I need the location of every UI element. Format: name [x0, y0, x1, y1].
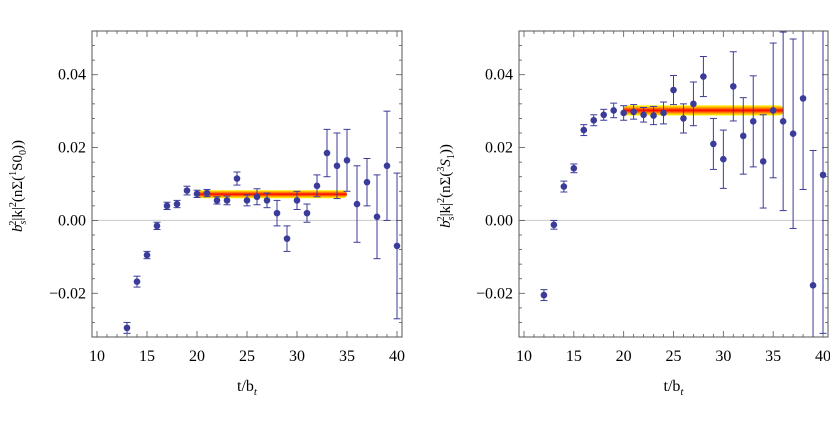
x-tick-label: 40	[815, 348, 830, 365]
data-point	[193, 190, 201, 198]
data-point	[819, 171, 827, 179]
data-point	[610, 107, 617, 114]
data-point	[789, 130, 797, 138]
data-point	[550, 221, 558, 229]
data-point	[363, 178, 371, 186]
x-tick-label: 10	[89, 348, 105, 365]
data-point	[779, 118, 787, 125]
x-tick-label: 40	[389, 348, 405, 365]
data-point	[650, 112, 657, 119]
x-tick-label: 30	[715, 348, 731, 365]
data-point	[283, 235, 291, 242]
data-point	[223, 197, 231, 204]
data-point	[720, 155, 727, 163]
x-tick-label: 30	[289, 348, 305, 365]
x-axis-title: t/bt	[664, 378, 685, 398]
x-tick-label: 25	[239, 348, 255, 365]
x-tick-label: 15	[139, 348, 155, 365]
y-tick-label: 0.04	[58, 67, 86, 84]
data-point	[373, 213, 381, 221]
data-point	[560, 183, 568, 190]
data-point	[353, 200, 361, 208]
data-point	[143, 251, 151, 259]
data-point	[253, 193, 261, 201]
y-tick-label: 0.00	[485, 212, 513, 229]
data-point	[313, 182, 321, 190]
x-tick-label: 35	[765, 348, 781, 365]
data-point	[799, 95, 807, 102]
plot-area	[123, 110, 401, 334]
data-point	[213, 197, 221, 204]
data-point	[700, 73, 707, 80]
data-point	[343, 157, 351, 164]
plot-area	[540, 31, 827, 337]
data-point	[183, 187, 191, 194]
data-point	[293, 197, 301, 204]
data-point	[769, 107, 777, 114]
data-point	[333, 162, 341, 170]
data-point	[600, 111, 608, 119]
data-point	[383, 162, 391, 170]
y-tick-label: 0.04	[485, 67, 513, 84]
x-tick-label: 15	[566, 348, 582, 365]
data-point	[570, 165, 578, 172]
data-point	[710, 140, 717, 148]
left-panel: 10 15 20 25 30 35 40 −0.02 0.00 0.02 0.04 t/bt bs2|k…	[8, 30, 405, 398]
x-axis-title: t/bt	[237, 378, 258, 398]
data-point	[540, 291, 548, 299]
y-axis-title: bs2|k|2(nΣ(3S1))	[436, 144, 457, 228]
data-point	[739, 132, 747, 140]
data-point	[303, 209, 311, 217]
data-point	[809, 281, 817, 289]
y-tick-label: −0.02	[49, 285, 86, 302]
data-point	[163, 202, 171, 210]
data-point	[203, 189, 211, 197]
plot-frame	[91, 30, 403, 338]
y-tick-label: 0.02	[485, 140, 513, 157]
data-point	[690, 100, 697, 108]
data-point	[590, 116, 598, 124]
right-panel: 10 15 20 25 30 35 40 −0.02 0.00 0.02 0.04 t/bt bs2|k…	[436, 30, 830, 398]
data-point	[749, 118, 757, 125]
x-tick-label: 20	[616, 348, 632, 365]
x-tick-label: 10	[516, 348, 532, 365]
data-point	[580, 126, 588, 134]
data-point	[133, 278, 141, 285]
y-tick-label: 0.02	[58, 140, 86, 157]
fit-band	[623, 105, 784, 116]
x-tick-label: 20	[189, 348, 205, 365]
data-point	[243, 197, 251, 204]
data-point	[670, 86, 677, 94]
y-tick-label: −0.02	[476, 285, 513, 302]
y-axis-title: bs2|k|2(nΣ(1S00))	[8, 140, 29, 232]
data-point	[153, 222, 161, 230]
data-point	[630, 108, 637, 116]
data-point	[323, 149, 331, 157]
data-point	[233, 175, 241, 182]
y-tick-label: 0.00	[58, 212, 86, 229]
data-point	[759, 158, 767, 165]
x-tick-label: 25	[666, 348, 682, 365]
x-tick-label: 35	[339, 348, 355, 365]
data-point	[680, 115, 687, 122]
data-point	[123, 324, 131, 332]
data-point	[660, 109, 667, 117]
fit-band	[197, 190, 347, 199]
data-point	[620, 109, 627, 117]
data-point	[730, 83, 737, 90]
data-point	[173, 200, 181, 208]
data-point	[263, 197, 271, 204]
data-point	[393, 242, 401, 250]
data-point	[640, 111, 647, 119]
data-point	[273, 209, 281, 217]
